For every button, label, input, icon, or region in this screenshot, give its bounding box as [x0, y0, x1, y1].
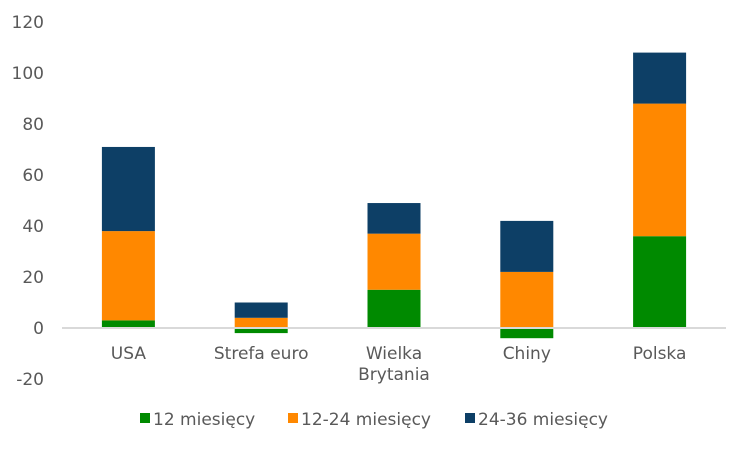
- bar-segment: [101, 231, 155, 321]
- x-tick-label: Polska: [633, 344, 687, 364]
- bar-segment: [633, 236, 687, 328]
- y-tick-label: 100: [12, 64, 44, 84]
- y-tick-label: 40: [22, 217, 44, 237]
- bar-segment: [500, 271, 554, 328]
- legend-label: 24-36 miesięcy: [478, 410, 608, 430]
- x-tick-label: USA: [111, 344, 147, 364]
- x-tick-label: Chiny: [503, 344, 551, 364]
- legend-swatch: [465, 413, 475, 423]
- y-tick-label: 0: [33, 319, 44, 339]
- y-tick-label: 80: [22, 115, 44, 135]
- y-tick-label: 60: [22, 166, 44, 186]
- legend-swatch: [140, 413, 150, 423]
- legend-label: 12 miesięcy: [153, 410, 255, 430]
- bar-segment: [367, 289, 421, 328]
- bar-segment: [367, 233, 421, 290]
- x-tick-label: Strefa euro: [214, 344, 309, 364]
- bar-segment: [500, 328, 554, 339]
- bar-segment: [633, 103, 687, 237]
- legend-label: 12-24 miesięcy: [301, 410, 431, 430]
- bar-segment: [101, 146, 155, 232]
- y-tick-label: -20: [16, 370, 44, 390]
- bar-segment: [633, 52, 687, 104]
- x-tick-label: Wielka: [366, 344, 422, 364]
- y-tick-label: 120: [12, 13, 44, 33]
- bar-segment: [367, 203, 421, 234]
- bar-segment: [234, 328, 288, 334]
- x-tick-label: Brytania: [358, 365, 430, 385]
- y-tick-label: 20: [22, 268, 44, 288]
- bar-segment: [234, 302, 288, 318]
- bar-segment: [500, 220, 554, 272]
- bar-segment: [101, 320, 155, 328]
- bar-segment: [234, 317, 288, 328]
- legend-swatch: [288, 413, 298, 423]
